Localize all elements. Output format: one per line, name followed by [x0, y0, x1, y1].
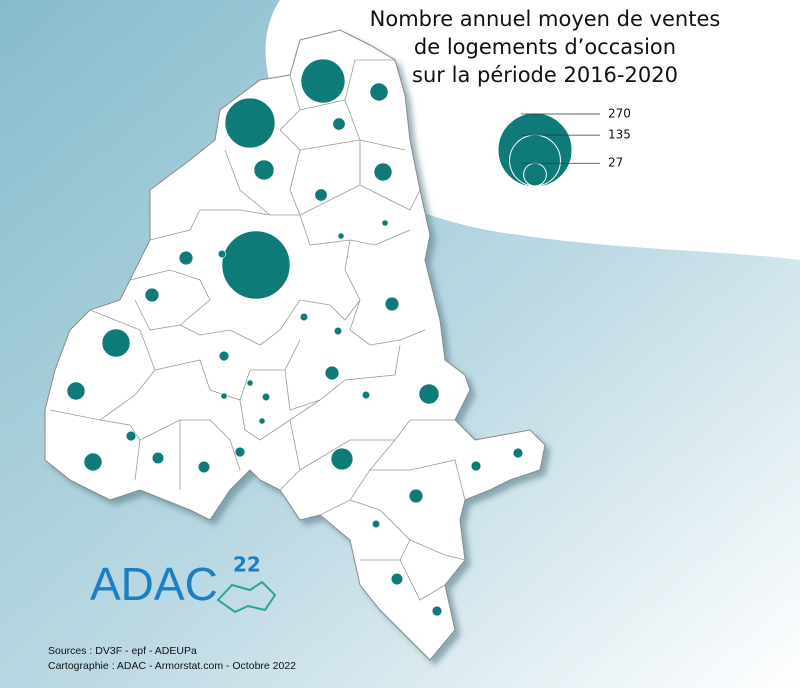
bubble [369, 82, 389, 102]
bubble [125, 430, 137, 442]
title-line: de logements d’occasion [414, 35, 676, 59]
bubble [246, 379, 254, 387]
bubble [431, 605, 443, 617]
source-line: Sources : DV3F - epf - ADEUPa [48, 645, 197, 657]
bubble [253, 159, 275, 181]
bubble [151, 451, 165, 465]
bubble [217, 249, 227, 259]
title: Nombre annuel moyen de ventes de logemen… [370, 7, 721, 87]
bubble [470, 460, 482, 472]
bubble [332, 117, 346, 131]
bubble [144, 287, 160, 303]
logo: ADAC 22 [90, 553, 277, 614]
bubble [337, 232, 345, 240]
bubble [299, 312, 309, 322]
legend: 270 135 27 [498, 107, 631, 187]
bubble [258, 417, 266, 425]
logo-shape [216, 580, 277, 614]
bubble [408, 488, 424, 504]
legend-label: 27 [608, 156, 623, 170]
bubble [333, 326, 343, 336]
bubble [384, 296, 400, 312]
bubble [371, 519, 381, 529]
bubble [221, 230, 291, 300]
bubble [314, 188, 328, 202]
bubbles [66, 58, 524, 617]
commune-borders [49, 59, 466, 601]
bubble [197, 460, 211, 474]
source-line: Cartographie : ADAC - Armorstat.com - Oc… [48, 660, 296, 672]
bubble [330, 447, 354, 471]
bubble [512, 447, 524, 459]
bubble [218, 350, 230, 362]
bubble [300, 58, 346, 104]
legend-circle [498, 113, 572, 187]
bubble [324, 365, 340, 381]
bubble [261, 392, 271, 402]
bubble [83, 452, 103, 472]
bubble [390, 572, 404, 586]
bubble [224, 97, 276, 149]
bubble [373, 162, 393, 182]
logo-number: 22 [233, 553, 261, 577]
bubble [418, 383, 440, 405]
bubble [101, 328, 131, 358]
legend-label: 135 [608, 128, 631, 142]
logo-name: ADAC [90, 558, 218, 610]
region-outline [44, 29, 546, 661]
bubble [178, 250, 194, 266]
legend-label: 270 [608, 107, 631, 121]
title-line: Nombre annuel moyen de ventes [370, 7, 721, 31]
bubble [361, 390, 371, 400]
bubble [381, 219, 389, 227]
title-line: sur la période 2016-2020 [412, 63, 678, 87]
bubble [234, 446, 246, 458]
bubble [220, 392, 228, 400]
bubble [66, 381, 86, 401]
